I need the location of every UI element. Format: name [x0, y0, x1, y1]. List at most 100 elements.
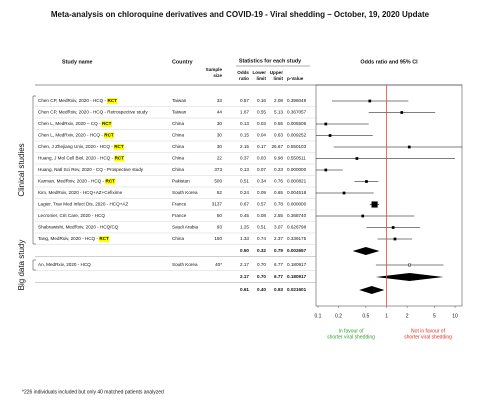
column-header: limit: [257, 76, 267, 81]
country: China: [172, 156, 184, 161]
stat-value: 0.76: [274, 179, 283, 184]
country: China: [172, 144, 184, 149]
study-name: Chen CP, MedRxiv, 2020 - HCQ -: [38, 98, 106, 103]
stat-value: 9.98: [274, 156, 283, 161]
sample-size: 30: [217, 121, 223, 126]
study-tag: RCT: [114, 144, 124, 149]
point-estimate: [393, 237, 397, 241]
stat-value: 0.17: [257, 144, 266, 149]
x-tick-label: 2: [406, 313, 409, 319]
sample-size: 30: [217, 144, 223, 149]
stat-value: 0.08: [257, 213, 266, 218]
stat-value: 0.180917: [287, 262, 307, 267]
x-tick-label: 5: [433, 313, 436, 319]
sample-size: 93: [217, 225, 223, 230]
stat-value: 0.57: [240, 98, 249, 103]
country: Taiwan: [172, 110, 187, 115]
stat-value: 0.23: [274, 167, 283, 172]
study-name: Huang, J Mol Cell Biol, 2020 - HCQ -: [38, 156, 114, 161]
sample-size: 33: [217, 98, 223, 103]
stat-value: 2.08: [274, 98, 283, 103]
study-tag: RCT: [102, 121, 112, 126]
stat-value: 0.000000: [287, 167, 307, 172]
x-tick-label: 0.1: [315, 313, 322, 319]
stat-value: 0.626798: [287, 225, 307, 230]
stat-value: 2.55: [274, 213, 283, 218]
stat-value: 0.70: [257, 262, 266, 267]
stat-value: 0.002657: [287, 248, 307, 253]
sample-size: 44: [217, 110, 223, 115]
tag-highlight: [114, 155, 125, 162]
point-estimate: [400, 111, 404, 114]
group-label: Clinical studies: [17, 143, 26, 196]
stat-value: 0.07: [257, 167, 266, 172]
study-name: Lecronier, Crit Care, 2020 - HCQ: [38, 213, 105, 218]
x-tick-label: 0.2: [335, 313, 342, 319]
study-name: Shabrawishi, MedRxiv, 2020 - HCQ/CQ: [38, 225, 119, 230]
chart-title: Meta-analysis on chloroquine derivatives…: [51, 10, 430, 19]
tag-highlight: [101, 121, 112, 127]
stat-value: 0.396048: [287, 98, 307, 103]
x-tick-label: 10: [452, 313, 458, 319]
plot-area: [316, 99, 462, 294]
study-tag: RCT: [108, 98, 118, 103]
sample-size: 500: [214, 179, 222, 184]
study-tag: RCT: [115, 156, 125, 161]
study-tag: RCT: [99, 236, 109, 241]
stat-value: 1.67: [240, 110, 249, 115]
stat-value: 0.009252: [287, 133, 307, 138]
sample-size: 22: [217, 156, 223, 161]
stat-value: 0.03: [257, 156, 266, 161]
stat-value: 0.67: [240, 202, 249, 207]
point-estimate: [355, 157, 359, 160]
column-header: p-Value: [287, 76, 304, 81]
country-header: Country: [172, 59, 193, 65]
summary-diamond: [359, 286, 385, 294]
stat-value: 0.63: [274, 133, 283, 138]
stat-value: 0.32: [257, 248, 266, 253]
study-name: Lagier, Trav Med Infect Dis, 2020 - HCQ+…: [38, 202, 128, 207]
tag-highlight: [103, 132, 115, 139]
sample-size: 30: [217, 133, 223, 138]
annotation: shorter viral shedding: [327, 334, 375, 340]
country: China: [172, 133, 184, 138]
stat-value: 0.180917: [287, 274, 307, 279]
country: China: [172, 121, 184, 126]
stat-value: 0.61: [240, 287, 249, 292]
stat-value: 0.550103: [287, 144, 307, 149]
stat-value: 2.37: [274, 236, 283, 241]
sample-size: 373: [214, 167, 222, 172]
annotation: Not in favour of: [411, 328, 446, 334]
sample-size: 50: [217, 213, 223, 218]
stat-value: 5.13: [274, 110, 283, 115]
point-estimate: [391, 226, 395, 229]
sample-header: Sample: [206, 67, 223, 72]
x-tick-label: 0.5: [362, 313, 369, 319]
stat-value: 0.93: [274, 287, 283, 292]
sample-size: 150: [214, 236, 222, 241]
stat-value: 0.55: [257, 110, 266, 115]
stat-value: 0.368740: [287, 213, 307, 218]
stat-value: 2.17: [240, 262, 249, 267]
stat-value: 0.367057: [287, 110, 307, 115]
x-tick-label: 1: [385, 313, 388, 319]
sample-size: 3137: [212, 202, 223, 207]
stat-value: 1.33: [240, 236, 249, 241]
point-estimate: [371, 201, 378, 208]
stat-value: 0.021601: [287, 287, 307, 292]
footnote: *226 individuals included but only 40 ma…: [22, 389, 164, 395]
point-estimate: [324, 122, 328, 126]
stat-value: 6.77: [274, 274, 283, 279]
stat-value: 0.37: [240, 156, 249, 161]
point-estimate: [324, 168, 328, 172]
stat-value: 0.550511: [287, 156, 306, 161]
stat-value: 0.15: [240, 133, 249, 138]
stat-value: 0.65: [274, 190, 283, 195]
study-header: Study name: [62, 59, 93, 65]
stat-value: 0.13: [240, 167, 249, 172]
stat-value: 0.79: [274, 248, 283, 253]
study-name: An, MedRxiv, 2020 - HCQ: [38, 262, 91, 267]
stat-value: 0.04: [257, 133, 266, 138]
summary-diamond: [352, 247, 380, 255]
